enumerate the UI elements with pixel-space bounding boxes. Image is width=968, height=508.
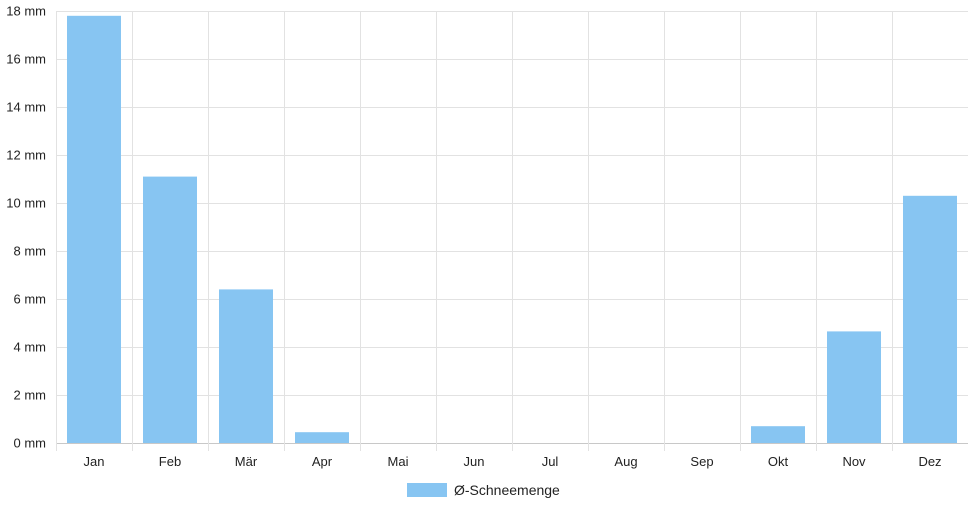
bar-series <box>67 15 957 444</box>
y-tick-label: 10 mm <box>6 196 46 211</box>
bar-nov[interactable] <box>827 331 881 443</box>
legend-label[interactable]: Ø-Schneemenge <box>454 482 560 498</box>
y-tick-label: 14 mm <box>6 100 46 115</box>
x-axis: Jan Feb Mär Apr Mai Jun Jul Aug Sep Okt Nov Dez <box>84 454 942 469</box>
x-tick-label: Mai <box>388 454 409 469</box>
bar-apr[interactable] <box>295 432 349 443</box>
y-tick-label: 2 mm <box>14 388 47 403</box>
bar-feb[interactable] <box>143 176 197 443</box>
x-tick-label: Sep <box>690 454 713 469</box>
legend-swatch[interactable] <box>407 483 447 497</box>
x-tick-label: Jan <box>84 454 105 469</box>
y-tick-label: 16 mm <box>6 52 46 67</box>
bar-dez[interactable] <box>903 195 957 443</box>
x-tick-label: Jun <box>464 454 485 469</box>
y-tick-label: 18 mm <box>6 4 46 19</box>
legend[interactable]: Ø-Schneemenge <box>407 482 560 498</box>
y-tick-label: 0 mm <box>14 436 47 451</box>
y-axis: 0 mm 2 mm 4 mm 6 mm 8 mm 10 mm 12 mm 14 mm 16 mm… <box>6 4 46 451</box>
x-tick-label: Nov <box>842 454 866 469</box>
y-tick-label: 4 mm <box>14 340 47 355</box>
y-tick-label: 8 mm <box>14 244 47 259</box>
bar-mär[interactable] <box>219 289 273 443</box>
bar-jan[interactable] <box>67 15 121 444</box>
x-tick-label: Aug <box>614 454 637 469</box>
y-tick-label: 6 mm <box>14 292 47 307</box>
x-tick-label: Apr <box>312 454 333 469</box>
x-tick-label: Feb <box>159 454 181 469</box>
x-tick-label: Dez <box>918 454 941 469</box>
y-tick-label: 12 mm <box>6 148 46 163</box>
x-tick-label: Mär <box>235 454 258 469</box>
bar-okt[interactable] <box>751 426 805 443</box>
x-tick-label: Okt <box>768 454 789 469</box>
x-tick-label: Jul <box>542 454 559 469</box>
chart-grid <box>56 11 968 451</box>
